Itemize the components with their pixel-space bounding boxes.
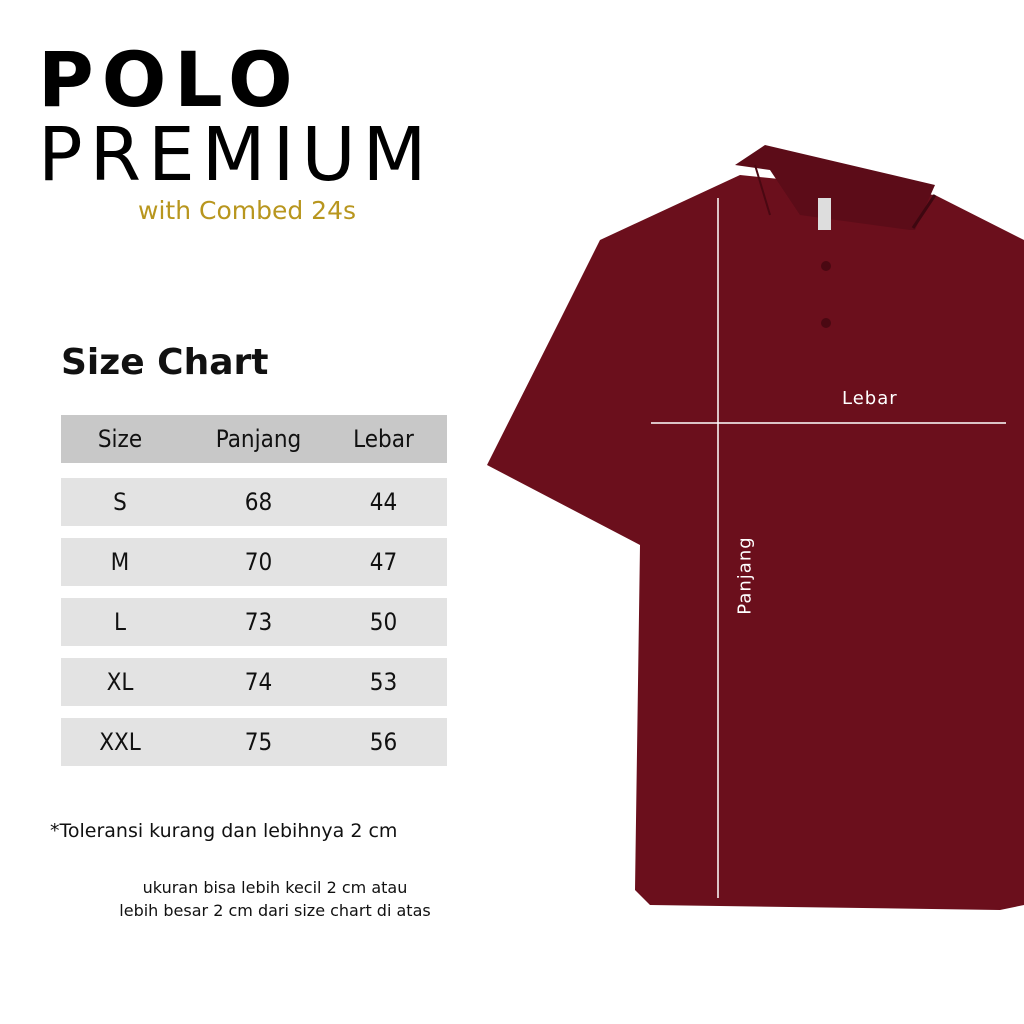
- lebar-cell: 50: [369, 608, 398, 636]
- title-line2: PREMIUM: [38, 112, 434, 198]
- panjang-cell: 70: [244, 548, 273, 576]
- shirt-button: [821, 261, 831, 271]
- shirt-button: [821, 318, 831, 328]
- table-row: S 68 44: [61, 478, 447, 526]
- width-label: Lebar: [842, 388, 898, 409]
- table-row: XL 74 53: [61, 658, 447, 706]
- shirt-tag: [818, 198, 831, 230]
- table-row: L 73 50: [61, 598, 447, 646]
- shirt-body: [487, 175, 1024, 910]
- size-chart-heading: Size Chart: [61, 342, 269, 383]
- size-cell: M: [110, 548, 130, 576]
- panjang-cell: 73: [244, 608, 273, 636]
- shirt-collar: [735, 145, 935, 230]
- column-header-lebar: Lebar: [353, 425, 414, 453]
- panjang-cell: 75: [244, 728, 273, 756]
- size-cell: XXL: [99, 728, 141, 756]
- size-cell: S: [113, 488, 127, 516]
- subtitle: with Combed 24s: [138, 196, 356, 225]
- tolerance-note: *Toleransi kurang dan lebihnya 2 cm: [50, 820, 398, 842]
- lebar-cell: 44: [369, 488, 398, 516]
- panjang-cell: 68: [244, 488, 273, 516]
- column-header-size: Size: [97, 425, 143, 453]
- panjang-cell: 74: [244, 668, 273, 696]
- length-label: Panjang: [734, 536, 756, 615]
- tolerance-detail: ukuran bisa lebih kecil 2 cm atau lebih …: [40, 876, 510, 922]
- tolerance-detail-line1: ukuran bisa lebih kecil 2 cm atau: [142, 878, 408, 897]
- table-row: M 70 47: [61, 538, 447, 586]
- size-cell: L: [113, 608, 127, 636]
- lebar-cell: 53: [369, 668, 398, 696]
- title-line1: POLO: [38, 35, 301, 124]
- size-cell: XL: [106, 668, 134, 696]
- lebar-cell: 56: [369, 728, 398, 756]
- table-row: XXL 75 56: [61, 718, 447, 766]
- lebar-cell: 47: [369, 548, 398, 576]
- table-header: Size Panjang Lebar: [61, 415, 447, 463]
- column-header-panjang: Panjang: [215, 425, 302, 453]
- tolerance-detail-line2: lebih besar 2 cm dari size chart di atas: [119, 901, 431, 920]
